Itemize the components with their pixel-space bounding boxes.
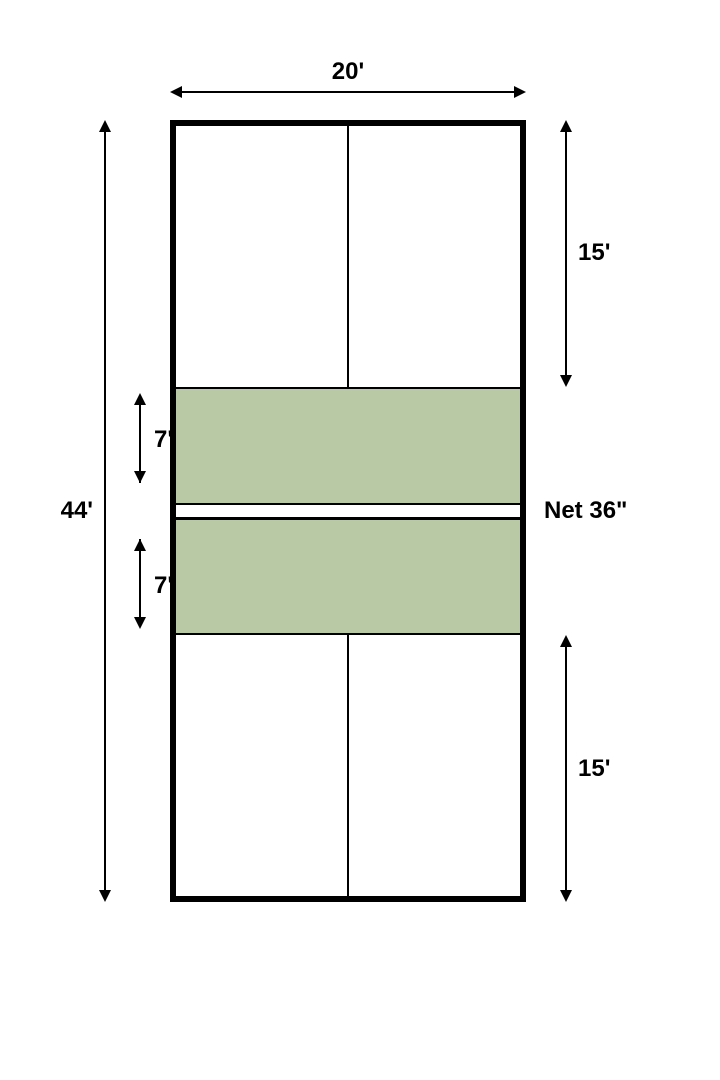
dim-width-arrowhead [170,86,182,98]
dim-length-arrowhead [99,890,111,902]
dim-net-label: Net 36" [544,497,627,525]
dim-length-arrowhead [99,120,111,132]
dim-length-line [104,132,106,890]
dim-service-bottom-label: 15' [578,755,610,783]
center-service-line-top [347,126,350,387]
dim-service-top-arrowhead [560,120,572,132]
dim-service-top-line [565,132,567,375]
diagram-stage: 20' 44' 15' 15' Net 36" 7' 7' [0,0,720,1080]
dim-length-label: 44' [61,497,93,525]
dim-kitchen-label-bottom: 7' [154,572,173,600]
dim-service-top-arrowhead [560,375,572,387]
kitchen-zone-top [176,387,520,505]
dim-service-top-label: 15' [578,239,610,267]
dim-kitchen-arrowhead [134,393,146,405]
net-line [176,503,520,506]
center-service-line-bottom [347,635,350,896]
dim-service-bottom-line [565,647,567,890]
dim-kitchen-arrowhead [134,617,146,629]
dim-service-bottom-arrowhead [560,635,572,647]
dim-width-line [182,91,514,93]
non-volley-line-top [176,387,520,390]
net-line [176,517,520,520]
dim-width-label: 20' [318,58,378,86]
dim-width-arrowhead [514,86,526,98]
dim-kitchen-arrowhead [134,471,146,483]
kitchen-zone-bottom [176,517,520,635]
dim-kitchen-label-top: 7' [154,426,173,454]
non-volley-line-bottom [176,633,520,636]
dim-kitchen-arrowhead [134,539,146,551]
dim-service-bottom-arrowhead [560,890,572,902]
